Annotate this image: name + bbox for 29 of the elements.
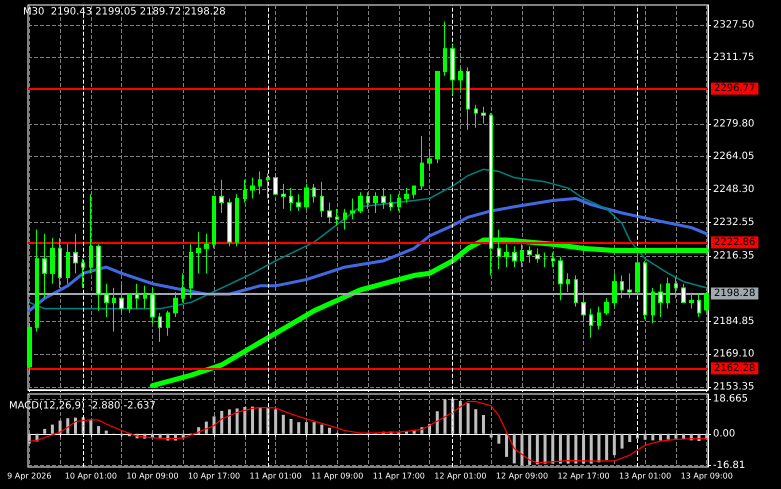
x-tick-label: 11 Apr 09:00 — [311, 472, 364, 480]
x-tick-label: 9 Apr 2026 — [7, 472, 52, 480]
y-tick-label: 2184.85 — [713, 316, 754, 327]
x-tick-label: 10 Apr 09:00 — [126, 472, 179, 480]
x-tick-label: 10 Apr 01:00 — [64, 472, 117, 480]
ref-line-label: 2296.77 — [714, 83, 756, 94]
ref-line-label: 2222.86 — [714, 236, 756, 248]
y-tick-label: 2279.80 — [713, 118, 754, 130]
y-tick-label: 18.665 — [713, 393, 748, 404]
x-tick-label: 10 Apr 17:00 — [188, 472, 240, 480]
ref-line-label: 2198.28 — [714, 288, 756, 300]
x-tick-label: 13 Apr 09:00 — [680, 472, 733, 480]
y-tick-label: 2216.35 — [713, 250, 754, 262]
x-tick-label: 11 Apr 01:00 — [250, 472, 302, 480]
y-tick-label: -16.81 — [713, 460, 746, 471]
x-tick-label: 12 Apr 01:00 — [434, 472, 486, 480]
x-tick-label: 11 Apr 17:00 — [372, 472, 425, 480]
y-tick-label: 2169.10 — [713, 348, 754, 360]
y-tick-label: 0.00 — [713, 428, 736, 440]
y-tick-label: 2232.55 — [713, 216, 754, 228]
y-tick-label: 2153.35 — [713, 382, 754, 392]
y-tick-label: 2264.05 — [713, 151, 754, 162]
y-tick-label: 2248.30 — [713, 184, 754, 195]
x-tick-label: 13 Apr 01:00 — [619, 472, 672, 480]
x-tick-label: 12 Apr 17:00 — [557, 472, 610, 480]
y-tick-label: 2311.75 — [713, 52, 754, 64]
x-tick-label: 12 Apr 09:00 — [496, 472, 548, 480]
y-tick-label: 2327.50 — [713, 19, 754, 30]
ref-line-label: 2162.28 — [714, 362, 756, 374]
